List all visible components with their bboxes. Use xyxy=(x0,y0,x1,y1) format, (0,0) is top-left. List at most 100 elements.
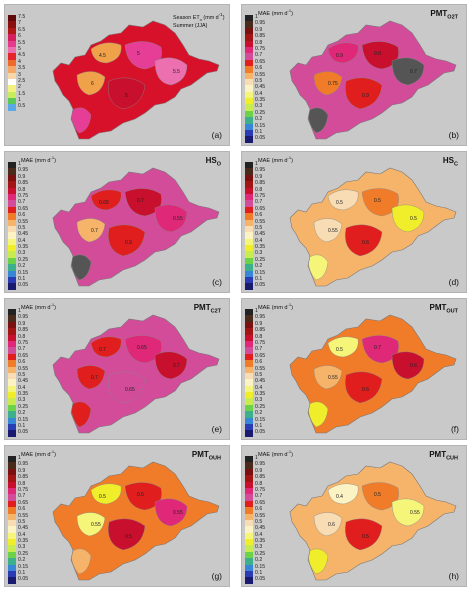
legend-swatch: 0.65 xyxy=(8,353,28,361)
contour-label: 0.5 xyxy=(374,492,381,498)
legend-swatch: 0.6 xyxy=(8,506,25,514)
legend-label: 1 xyxy=(255,455,258,461)
legend-label: 0.45 xyxy=(255,231,266,238)
legend-swatch: 1 xyxy=(8,455,21,463)
legend-swatch: 0.65 xyxy=(245,59,265,67)
contour-zone xyxy=(108,371,146,404)
panel-label: (b) xyxy=(448,130,459,140)
contour-label: 0.9 xyxy=(125,240,132,246)
contour-zone xyxy=(391,204,425,233)
legend-label: 2 xyxy=(18,84,21,91)
legend-label: 0.9 xyxy=(18,467,26,474)
legend-label: 0.65 xyxy=(255,58,266,65)
basin-outline xyxy=(52,167,220,287)
legend-swatch: 0.4 xyxy=(245,385,262,393)
legend-label: 0.35 xyxy=(255,244,266,251)
legend-label: 0.5 xyxy=(255,224,263,231)
legend-label: 0.65 xyxy=(18,499,29,506)
legend-label: 0.5 xyxy=(18,103,26,110)
legend-swatch: 0.4 xyxy=(245,91,262,99)
legend-label: 0.9 xyxy=(255,320,263,327)
legend-label: 0.55 xyxy=(255,365,266,372)
contour-zone xyxy=(108,518,146,551)
legend-swatch: 0.6 xyxy=(8,212,25,220)
legend-label: 0.85 xyxy=(255,180,266,187)
legend-label: 0.4 xyxy=(255,237,263,244)
map-g: 0.5 0.5 0.55 0.55 0.5 xyxy=(52,461,220,581)
legend-label: 0.1 xyxy=(255,570,263,577)
legend-swatch: 0.2 xyxy=(245,410,262,418)
contour-zone xyxy=(154,204,188,233)
legend-swatch: 0.95 xyxy=(8,461,28,469)
legend-swatch: 0.75 xyxy=(8,340,28,348)
legend-label: 0.8 xyxy=(255,39,263,46)
contour-label: 0.55 xyxy=(328,375,338,381)
contour-label: 0.6 xyxy=(362,387,369,393)
legend-swatch: 0.65 xyxy=(8,206,28,214)
legend-swatch: 0.9 xyxy=(8,321,25,329)
legend-title: MAE (mm d-1) xyxy=(258,8,293,17)
legend-label: 0.75 xyxy=(18,486,29,493)
legend-label: 0.8 xyxy=(18,480,26,487)
legend-swatch: 0.55 xyxy=(245,219,265,226)
legend-label: 0.7 xyxy=(255,52,263,59)
contour-label: 0.65 xyxy=(125,387,135,393)
contour-zone xyxy=(313,71,343,96)
map-a: 4.5 5 5.5 6 5 xyxy=(52,20,220,140)
contour-label: 0.55 xyxy=(410,510,420,516)
map-panel-d: 0.5 0.5 0.5 0.55 0.6 1 0.95 0.9 0.85 0.8 0.75 0.7 0.… xyxy=(241,151,467,293)
legend-swatch: 0.6 xyxy=(245,506,262,514)
legend-swatch: 0.25 xyxy=(8,257,28,265)
contour-zone xyxy=(391,351,425,380)
legend-label: 0.3 xyxy=(255,544,263,551)
legend-swatch: 0.6 xyxy=(8,359,25,367)
panel-label: (f) xyxy=(450,424,459,434)
legend-label: 0.4 xyxy=(255,90,263,97)
map-panel-a: 4.5 5 5.5 6 5 7.5 7 6.5 6 5.5 5 4.5 4 3.5 3 2.5 2 1.5 1 0.5… xyxy=(4,4,230,146)
legend-swatch: 1 xyxy=(245,308,258,316)
legend-swatch: 0.05 xyxy=(8,282,28,290)
legend-label: 0.25 xyxy=(18,256,29,263)
legend-label: 6 xyxy=(18,33,21,40)
legend-swatch: 0.5 xyxy=(245,78,262,86)
legend-label: 0.45 xyxy=(18,525,29,532)
legend-swatch: 0.45 xyxy=(245,231,265,239)
legend-swatch: 3 xyxy=(8,72,21,79)
contour-label: 5.5 xyxy=(173,69,180,75)
legend-swatch: 0.95 xyxy=(8,167,28,175)
legend-swatch: 0.75 xyxy=(245,46,265,54)
legend-label: 0.7 xyxy=(255,346,263,353)
legend-label: 0.6 xyxy=(18,506,26,513)
contour-zone xyxy=(327,189,359,211)
legend-swatch: 0.2 xyxy=(245,557,262,565)
contour-zone xyxy=(345,518,383,551)
legend-swatch: 0.8 xyxy=(245,187,262,194)
legend-label: 0.8 xyxy=(255,186,263,193)
legend-label: 0.85 xyxy=(255,33,266,40)
contour-zone xyxy=(345,371,383,404)
legend-label: 0.95 xyxy=(18,461,29,468)
legend-label: 0.55 xyxy=(18,218,29,225)
legend-swatch: 0.9 xyxy=(245,174,262,182)
legend-swatch: 0.45 xyxy=(8,231,28,239)
legend-swatch: 0.4 xyxy=(8,385,25,393)
legend-swatch: 1 xyxy=(8,97,21,105)
legend-label: 0.35 xyxy=(18,538,29,545)
panel-label: (a) xyxy=(211,130,222,140)
legend-label: 0.75 xyxy=(18,192,29,199)
contour-zone xyxy=(327,42,359,64)
legend-label: 1 xyxy=(18,161,21,167)
legend: 7.5 7 6.5 6 5.5 5 4.5 4 3.5 3 2.5 2 1.5 1 0.5 xyxy=(8,14,25,111)
legend-swatch: 0.35 xyxy=(8,391,28,399)
legend-label: 1.5 xyxy=(18,90,26,97)
legend-label: 0.95 xyxy=(18,167,29,174)
legend-swatch: 1 xyxy=(245,14,258,22)
panel-label: (h) xyxy=(448,571,459,581)
legend-swatch: 0.5 xyxy=(245,519,262,527)
legend-label: 0.05 xyxy=(18,429,29,436)
legend-swatch: 0.15 xyxy=(8,564,28,572)
legend-swatch: 0.6 xyxy=(245,212,262,220)
legend-label: 0.05 xyxy=(255,576,266,583)
legend-label: 0.25 xyxy=(18,550,29,557)
legend-swatch: 0.15 xyxy=(8,417,28,425)
